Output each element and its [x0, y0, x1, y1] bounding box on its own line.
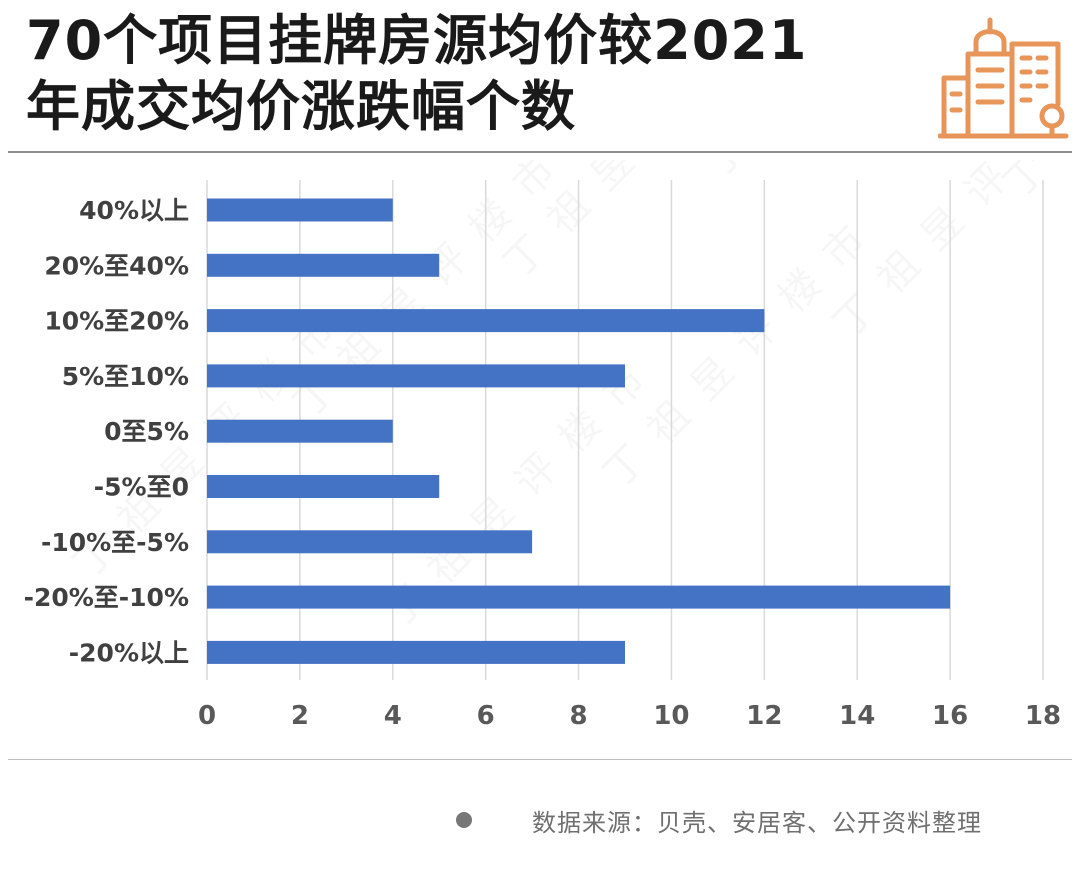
category-label: 10%至20%: [44, 307, 189, 336]
bar: [207, 419, 393, 443]
category-label: -20%至-10%: [24, 583, 189, 612]
footer-divider: [8, 759, 1072, 760]
city-buildings-icon: [938, 17, 1069, 139]
category-label: -5%至0: [94, 473, 189, 502]
x-tick-label: 2: [291, 701, 309, 731]
x-tick-label: 12: [746, 701, 782, 731]
x-tick-label: 18: [1025, 701, 1061, 731]
bar: [207, 198, 393, 222]
category-label: -20%以上: [69, 638, 189, 667]
source-text: 数据来源：贝壳、安居客、公开资料整理: [532, 808, 982, 837]
watermark-text: 丁祖昱评楼市: [995, 160, 1080, 207]
bullet-dot-icon: [456, 812, 472, 828]
bar: [207, 364, 625, 388]
category-label: 20%至40%: [44, 251, 189, 280]
bar: [207, 253, 440, 277]
x-tick-label: 16: [932, 701, 968, 731]
bar-chart: 丁祖昱评楼市丁祖昱评楼市丁祖昱评楼市丁祖昱评楼市丁祖昱评楼市丁祖昱评楼市丁祖昱评…: [24, 160, 1080, 731]
x-tick-label: 6: [477, 701, 495, 731]
watermark-text: 丁祖昱评楼市: [695, 160, 991, 187]
x-tick-label: 10: [653, 701, 689, 731]
title-divider: [8, 151, 1072, 153]
title-line-1: 70个项目挂牌房源均价较2021: [26, 9, 808, 72]
category-label: 0至5%: [104, 417, 189, 446]
watermark: 丁祖昱评楼市丁祖昱评楼市丁祖昱评楼市丁祖昱评楼市丁祖昱评楼市丁祖昱评楼市丁祖昱评…: [65, 160, 1080, 637]
category-label: 40%以上: [79, 196, 189, 225]
x-tick-label: 0: [198, 701, 216, 731]
category-label: 5%至10%: [62, 362, 189, 391]
bar: [207, 309, 765, 333]
x-tick-label: 4: [384, 701, 402, 731]
title-line-2: 年成交均价涨跌幅个数: [26, 75, 576, 138]
page-title: 70个项目挂牌房源均价较2021 年成交均价涨跌幅个数: [26, 8, 926, 140]
category-label: -10%至-5%: [41, 528, 189, 557]
bar: [207, 640, 625, 664]
bar: [207, 585, 951, 609]
x-tick-label: 14: [839, 701, 875, 731]
x-tick-label: 8: [570, 701, 588, 731]
source-note: 数据来源：贝壳、安居客、公开资料整理: [456, 800, 982, 840]
bar: [207, 475, 440, 498]
bar: [207, 530, 533, 554]
